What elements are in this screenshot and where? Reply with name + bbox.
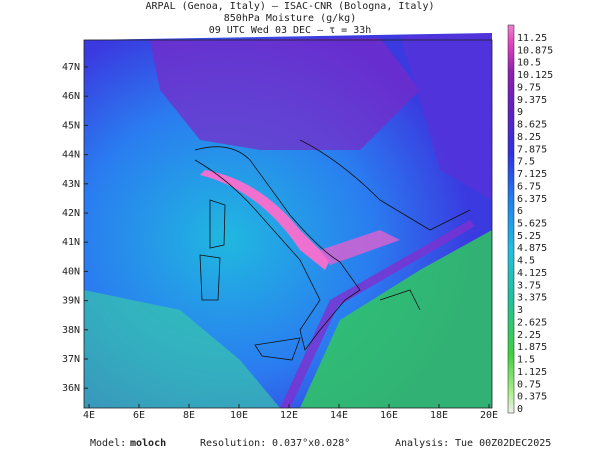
colorbar-label: 4.5	[517, 256, 535, 267]
lon-label: 6E	[133, 410, 145, 421]
colorbar-label: 9.75	[517, 82, 541, 93]
lat-label: 39N	[62, 296, 80, 307]
colorbar-label: 10.125	[517, 70, 553, 81]
lon-label: 18E	[430, 410, 448, 421]
coastlines	[194, 139, 471, 361]
footer-value: moloch	[130, 438, 166, 449]
footer-value: Tue 00Z02DEC2025	[455, 438, 551, 449]
colorbar-label: 1.875	[517, 342, 547, 353]
colorbar-label: 9.375	[517, 95, 547, 106]
colorbar-label: 7.5	[517, 157, 535, 168]
header-line: 850hPa Moisture (g/kg)	[224, 13, 356, 24]
lat-label: 38N	[62, 325, 80, 336]
lon-label: 14E	[330, 410, 348, 421]
lon-label: 20E	[480, 410, 498, 421]
footer-label: Model:	[90, 438, 126, 449]
colorbar	[507, 24, 515, 414]
colorbar-label: 11.25	[517, 33, 547, 44]
colorbar-label: 9	[517, 107, 523, 118]
colorbar-label: 4.875	[517, 243, 547, 254]
lat-label: 37N	[62, 354, 80, 365]
lat-label: 40N	[62, 266, 80, 277]
colorbar-label: 10.5	[517, 58, 541, 69]
lat-label: 42N	[62, 208, 80, 219]
lat-label: 47N	[62, 62, 80, 73]
colorbar-label: 3	[517, 305, 523, 316]
lat-label: 44N	[62, 150, 80, 161]
colorbar-label: 5.25	[517, 231, 541, 242]
header-line: 09 UTC Wed 03 DEC – τ = 33h	[209, 25, 372, 36]
colorbar-label: 1.5	[517, 355, 535, 366]
footer-label: Analysis:	[395, 438, 449, 449]
colorbar-label: 0	[517, 404, 523, 415]
colorbar-label: 6.375	[517, 194, 547, 205]
colorbar-label: 7.125	[517, 169, 547, 180]
colorbar-label: 8.625	[517, 120, 547, 131]
colorbar-label: 0.75	[517, 379, 541, 390]
lon-label: 8E	[183, 410, 195, 421]
colorbar-label: 0.375	[517, 392, 547, 403]
colorbar-label: 3.75	[517, 280, 541, 291]
lon-label: 16E	[380, 410, 398, 421]
lon-label: 12E	[280, 410, 298, 421]
moisture-field	[84, 33, 492, 408]
footer-value: 0.037°x0.028°	[272, 438, 350, 449]
lon-label: 10E	[230, 410, 248, 421]
lat-label: 36N	[62, 383, 80, 394]
lat-label: 43N	[62, 179, 80, 190]
colorbar-label: 3.375	[517, 293, 547, 304]
footer-label: Resolution:	[200, 438, 266, 449]
colorbar-label: 1.125	[517, 367, 547, 378]
colorbar-label: 8.25	[517, 132, 541, 143]
lon-label: 4E	[83, 410, 95, 421]
lat-label: 46N	[62, 91, 80, 102]
colorbar-label: 2.625	[517, 317, 547, 328]
lat-label: 45N	[62, 120, 80, 131]
colorbar-label: 10.875	[517, 45, 553, 56]
header-line: ARPAL (Genoa, Italy) – ISAC-CNR (Bologna…	[146, 1, 435, 12]
lat-label: 41N	[62, 237, 80, 248]
map-frame	[83, 39, 493, 409]
colorbar-label: 5.625	[517, 219, 547, 230]
colorbar-label: 6	[517, 206, 523, 217]
colorbar-label: 4.125	[517, 268, 547, 279]
colorbar-label: 2.25	[517, 330, 541, 341]
colorbar-label: 7.875	[517, 144, 547, 155]
colorbar-label: 6.75	[517, 181, 541, 192]
